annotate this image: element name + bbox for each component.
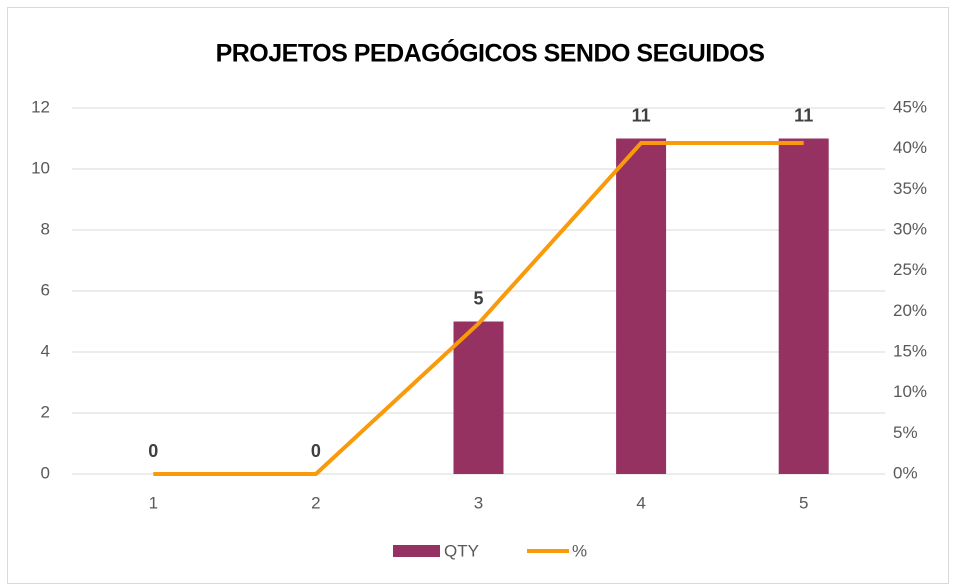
y-tick-label: 10	[31, 158, 50, 177]
data-label: 5	[473, 288, 483, 308]
x-tick-label: 5	[799, 493, 808, 512]
y-tick-label: 0	[41, 463, 50, 482]
y2-tick-label: 45%	[893, 97, 927, 116]
data-label: 0	[148, 441, 158, 461]
y-tick-label: 4	[41, 341, 50, 360]
y2-tick-label: 40%	[893, 138, 927, 157]
y2-tick-label: 25%	[893, 260, 927, 279]
y2-tick-label: 5%	[893, 423, 918, 442]
y2-tick-label: 15%	[893, 341, 927, 360]
y-tick-label: 8	[41, 219, 50, 238]
x-tick-label: 2	[311, 493, 320, 512]
legend-label: %	[572, 541, 587, 560]
x-tick-label: 1	[149, 493, 158, 512]
data-label: 0	[311, 441, 321, 461]
line	[153, 140, 804, 476]
bar	[616, 138, 667, 474]
y2-tick-label: 35%	[893, 179, 927, 198]
legend-label: QTY	[444, 541, 479, 560]
data-label: 11	[632, 105, 651, 125]
x-tick-label: 4	[636, 493, 645, 512]
y-tick-label: 2	[41, 402, 50, 421]
y2-tick-label: 30%	[893, 219, 927, 238]
legend-swatch	[393, 545, 440, 557]
y2-tick-label: 20%	[893, 301, 927, 320]
data-label: 11	[794, 105, 813, 125]
x-tick-label: 3	[474, 493, 483, 512]
bar	[453, 321, 504, 474]
y-tick-label: 12	[31, 97, 50, 116]
chart-title: PROJETOS PEDAGÓGICOS SENDO SEGUIDOS	[216, 38, 765, 68]
y2-tick-label: 10%	[893, 382, 927, 401]
bar	[778, 138, 829, 474]
y-tick-label: 6	[41, 280, 50, 299]
y2-tick-label: 0%	[893, 463, 918, 482]
